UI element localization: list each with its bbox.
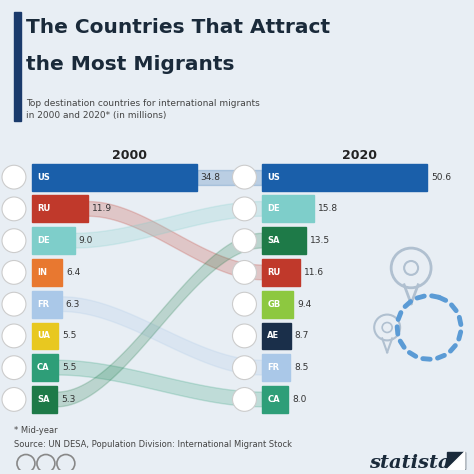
Text: CA: CA	[267, 395, 280, 404]
Circle shape	[232, 261, 256, 284]
Bar	[32, 227, 74, 254]
Polygon shape	[58, 360, 263, 407]
Bar	[263, 354, 290, 381]
Bar	[263, 322, 291, 349]
Circle shape	[232, 165, 256, 189]
Text: 5.3: 5.3	[61, 395, 75, 404]
Text: The Countries That Attract: The Countries That Attract	[26, 18, 330, 37]
Polygon shape	[197, 170, 263, 184]
Text: 2000: 2000	[112, 149, 147, 162]
Circle shape	[2, 356, 26, 380]
Text: 9.4: 9.4	[297, 300, 311, 309]
Bar	[263, 259, 300, 286]
Text: 9.0: 9.0	[79, 236, 93, 245]
Polygon shape	[62, 297, 263, 375]
Text: UA: UA	[37, 331, 50, 340]
Text: Top destination countries for international migrants
in 2000 and 2020* (in milli: Top destination countries for internatio…	[26, 99, 260, 120]
Polygon shape	[447, 452, 465, 469]
Text: SA: SA	[267, 236, 280, 245]
Bar	[32, 386, 57, 413]
Bar	[263, 386, 289, 413]
Text: 6.3: 6.3	[66, 300, 80, 309]
Bar	[32, 164, 197, 191]
Text: GB: GB	[267, 300, 281, 309]
Text: statista: statista	[369, 455, 451, 473]
Circle shape	[232, 292, 256, 316]
Text: FR: FR	[37, 300, 49, 309]
Text: 50.6: 50.6	[431, 173, 451, 182]
Text: 5.5: 5.5	[62, 331, 76, 340]
Bar	[32, 322, 58, 349]
Circle shape	[2, 165, 26, 189]
Text: SA: SA	[37, 395, 49, 404]
Text: CA: CA	[37, 363, 50, 372]
Bar	[447, 452, 465, 469]
Text: IN: IN	[37, 268, 47, 277]
Text: 8.5: 8.5	[294, 363, 309, 372]
Text: FR: FR	[267, 363, 280, 372]
Circle shape	[2, 261, 26, 284]
Text: 15.8: 15.8	[318, 204, 338, 213]
Text: 13.5: 13.5	[310, 236, 330, 245]
Circle shape	[232, 197, 256, 221]
Bar	[263, 195, 314, 222]
Circle shape	[2, 229, 26, 253]
Circle shape	[232, 388, 256, 411]
Circle shape	[232, 356, 256, 380]
Text: 5.5: 5.5	[62, 363, 76, 372]
Text: RU: RU	[267, 268, 281, 277]
Text: RU: RU	[37, 204, 50, 213]
Text: * Mid-year: * Mid-year	[14, 426, 58, 435]
Text: 34.8: 34.8	[201, 173, 220, 182]
Bar	[263, 227, 306, 254]
Text: 8.7: 8.7	[295, 331, 309, 340]
Circle shape	[2, 197, 26, 221]
Bar	[14, 12, 21, 121]
Text: DE: DE	[267, 204, 280, 213]
Text: 2020: 2020	[342, 149, 377, 162]
Text: DE: DE	[37, 236, 50, 245]
Text: Source: UN DESA, Population Division: International Migrant Stock: Source: UN DESA, Population Division: In…	[14, 439, 292, 448]
Bar	[32, 259, 62, 286]
Bar	[263, 291, 293, 318]
Text: 11.9: 11.9	[92, 204, 112, 213]
Polygon shape	[74, 201, 263, 248]
Text: US: US	[267, 173, 280, 182]
Circle shape	[232, 324, 256, 348]
Circle shape	[232, 229, 256, 253]
Circle shape	[2, 388, 26, 411]
Text: 6.4: 6.4	[66, 268, 81, 277]
Circle shape	[2, 324, 26, 348]
Circle shape	[2, 292, 26, 316]
Bar	[32, 291, 62, 318]
Polygon shape	[88, 201, 263, 280]
Text: 11.6: 11.6	[304, 268, 324, 277]
Text: 8.0: 8.0	[292, 395, 307, 404]
Text: the Most Migrants: the Most Migrants	[26, 55, 235, 73]
Bar	[263, 164, 427, 191]
Bar	[32, 354, 58, 381]
Polygon shape	[57, 233, 263, 407]
Text: AE: AE	[267, 331, 280, 340]
Bar	[32, 195, 88, 222]
Text: US: US	[37, 173, 50, 182]
